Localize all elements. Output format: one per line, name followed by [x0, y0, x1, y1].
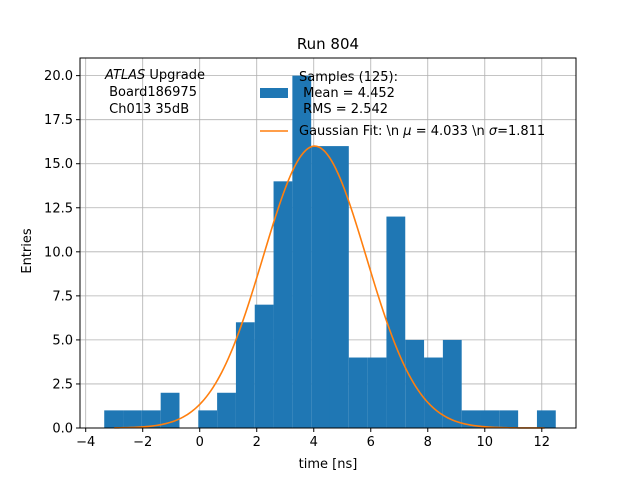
x-tick-label: 2: [253, 435, 261, 450]
annotation-upgrade: Upgrade: [145, 68, 205, 83]
legend-hist-line3: RMS = 2.542: [299, 102, 388, 117]
histogram-bar: [386, 216, 406, 428]
x-tick-label: 6: [367, 435, 375, 450]
histogram-bar: [104, 410, 124, 428]
histogram-bar: [424, 357, 443, 428]
y-tick-label: 17.5: [44, 113, 73, 128]
legend-fit-label: Gaussian Fit: \n μ = 4.033 \n σ=1.811: [299, 124, 545, 139]
histogram-bar: [348, 357, 368, 428]
histogram-bar: [442, 339, 462, 428]
histogram-bar: [480, 410, 500, 428]
x-tick-label: 12: [534, 435, 551, 450]
histogram-bar: [329, 146, 349, 428]
y-tick-label: 10.0: [44, 245, 73, 260]
x-axis-label: time [ns]: [299, 457, 358, 472]
histogram-bar: [198, 410, 218, 428]
plot-frame: [79, 57, 577, 429]
y-axis-label: Entries: [20, 228, 35, 274]
y-tick-label: 5.0: [52, 333, 73, 348]
fit-curve-line: [114, 145, 545, 429]
annotation-atlas: ATLAS: [104, 68, 145, 83]
x-tick-label: −2: [133, 435, 152, 450]
y-tick-label: 0.0: [52, 422, 73, 437]
y-tick-label: 12.5: [44, 201, 73, 216]
legend: Samples (125): Mean = 4.452 RMS = 2.542 …: [260, 70, 545, 139]
legend-hist-line1: Samples (125):: [299, 70, 398, 85]
chart-title: Run 804: [297, 35, 359, 53]
histogram-bar: [499, 410, 519, 428]
x-tick-label: 0: [196, 435, 204, 450]
x-axis-ticks: −4 −2 0 2 4 6 8 10 12: [76, 428, 550, 450]
histogram-bar: [254, 304, 274, 428]
histogram-bar: [123, 410, 142, 428]
x-tick-label: 8: [424, 435, 432, 450]
legend-hist-line2: Mean = 4.452: [299, 86, 395, 101]
x-tick-label: 10: [477, 435, 494, 450]
histogram-bar: [311, 146, 330, 428]
histogram-bar: [160, 392, 180, 428]
y-axis-ticks: 0.0 2.5 5.0 7.5 10.0 12.5 15.0 17.5 20.0: [44, 69, 80, 437]
x-tick-label: −4: [76, 435, 95, 450]
histogram-bar: [367, 357, 387, 428]
svg-text:ATLAS Upgrade: ATLAS Upgrade: [104, 68, 205, 83]
y-tick-label: 7.5: [52, 289, 73, 304]
gaussian-fit-curve: [114, 145, 545, 429]
y-tick-label: 2.5: [52, 377, 73, 392]
histogram-bar: [536, 410, 556, 428]
annotation-channel: Ch013 35dB: [105, 102, 189, 117]
histogram-bar: [235, 322, 255, 428]
x-tick-label: 4: [310, 435, 318, 450]
annotation-board: Board186975: [105, 85, 197, 100]
y-tick-label: 15.0: [44, 157, 73, 172]
atlas-annotation: ATLAS Upgrade Board186975 Ch013 35dB: [104, 68, 205, 117]
y-tick-label: 20.0: [44, 69, 73, 84]
histogram-bar: [217, 392, 236, 428]
legend-hist-swatch: [260, 88, 288, 98]
histogram-bar: [273, 181, 293, 428]
histogram-bar: [141, 410, 161, 428]
